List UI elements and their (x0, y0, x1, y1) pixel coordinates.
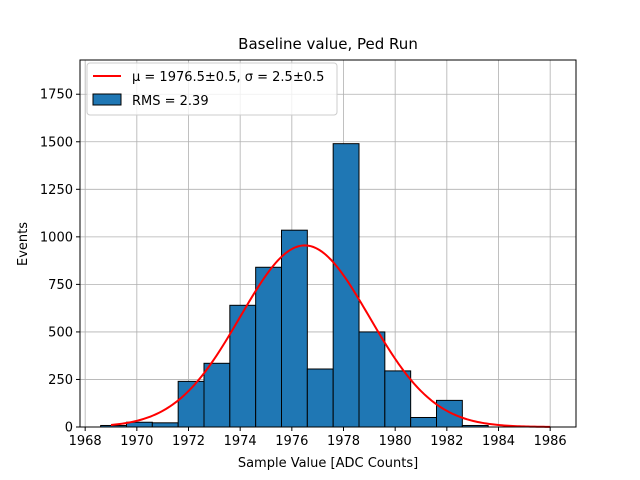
histogram-bar (281, 229, 308, 428)
legend-box (86, 62, 338, 116)
histogram-bar (306, 368, 334, 428)
histogram-bar (229, 304, 257, 428)
chart-title: Baseline value, Ped Run (238, 35, 418, 53)
histogram-bar (410, 416, 437, 428)
gaussian-fit-curve (110, 244, 551, 428)
x-tick-label: 1976 (275, 434, 308, 449)
histogram-bar (151, 422, 179, 428)
x-tick-label: 1978 (327, 434, 360, 449)
y-axis-label: Events (16, 222, 31, 266)
legend-hist-swatch (92, 93, 122, 106)
y-tick-label: 0 (65, 421, 73, 436)
x-tick-label: 1970 (120, 434, 153, 449)
histogram-bar (203, 362, 231, 428)
x-tick-label: 1986 (534, 434, 567, 449)
y-tick-label: 250 (48, 373, 73, 388)
x-tick-label: 1982 (430, 434, 463, 449)
x-tick-label: 1968 (69, 434, 102, 449)
x-axis-ticks: 1968 1970 1972 1974 1976 1978 1980 1982 1984 1986 (69, 427, 567, 449)
y-tick-label: 1750 (40, 88, 73, 103)
y-axis-ticks: 0 250 500 750 1000 1250 1500 1750 (40, 88, 80, 436)
x-axis-label: Sample Value [ADC Counts] (238, 456, 418, 471)
histogram-bar (436, 399, 463, 428)
y-tick-label: 1000 (40, 230, 73, 245)
plot-frame (79, 59, 577, 428)
y-tick-label: 1250 (40, 183, 73, 198)
y-tick-label: 750 (48, 278, 73, 293)
y-tick-label: 500 (48, 325, 73, 340)
x-tick-label: 1974 (224, 434, 257, 449)
histogram-bar (358, 331, 386, 428)
y-tick-label: 1500 (40, 135, 73, 150)
legend: μ = 1976.5±0.5, σ = 2.5±0.5 RMS = 2.39 (86, 62, 338, 116)
x-tick-label: 1980 (379, 434, 412, 449)
x-tick-label: 1972 (172, 434, 205, 449)
x-tick-label: 1984 (482, 434, 515, 449)
histogram-bar (384, 370, 412, 428)
histogram-bar (332, 143, 360, 428)
legend-hist-label: RMS = 2.39 (132, 94, 209, 109)
legend-fit-label: μ = 1976.5±0.5, σ = 2.5±0.5 (132, 70, 324, 85)
histogram-bar (255, 266, 283, 428)
